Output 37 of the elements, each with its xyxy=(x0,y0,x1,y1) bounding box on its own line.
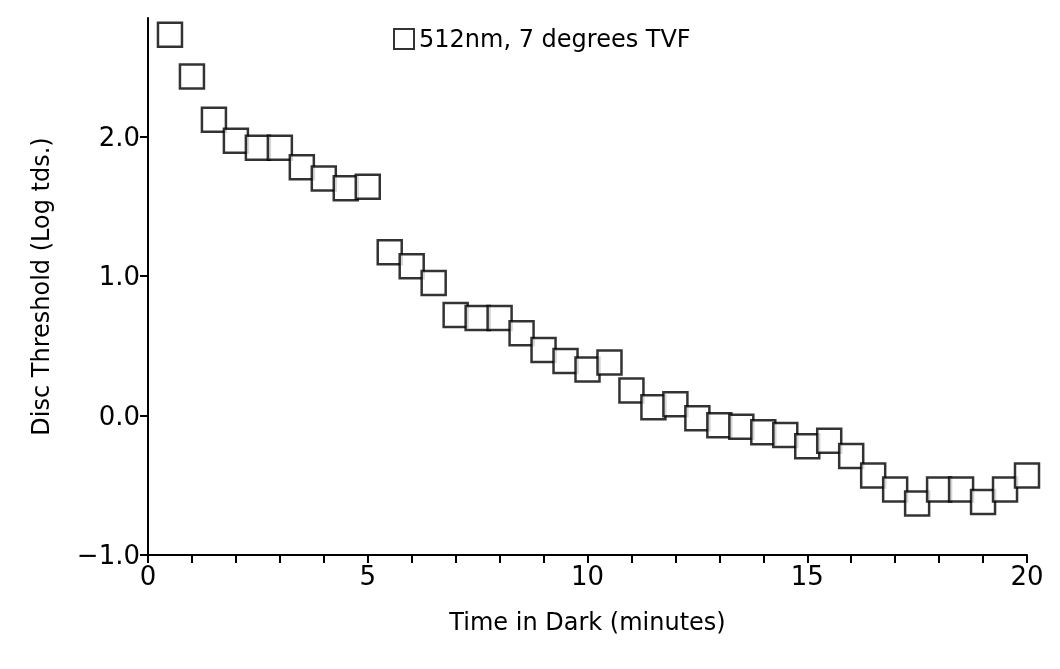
point xyxy=(596,349,623,376)
point xyxy=(200,106,228,134)
point xyxy=(618,377,645,404)
y-tick-label: −1.0 xyxy=(76,540,140,570)
point xyxy=(420,269,447,297)
y-axis-title: Disc Threshold (Log tds.) xyxy=(27,137,55,436)
x-tick-label: 15 xyxy=(790,561,824,591)
point xyxy=(772,421,799,449)
point xyxy=(376,239,403,266)
point xyxy=(310,165,338,192)
y-tick-label: 0.0 xyxy=(98,400,140,431)
point xyxy=(662,391,689,418)
point xyxy=(398,253,425,280)
point xyxy=(156,21,184,48)
point xyxy=(530,336,557,364)
x-tick-label: 20 xyxy=(1010,561,1044,591)
point xyxy=(837,442,865,470)
x-axis-title: Time in Dark (minutes) xyxy=(448,608,726,636)
point xyxy=(266,134,294,161)
x-tick-label: 10 xyxy=(570,561,605,591)
y-tick-label: 2.0 xyxy=(98,121,140,152)
point xyxy=(881,476,909,503)
point xyxy=(354,173,381,201)
point xyxy=(859,462,887,489)
point xyxy=(178,63,206,90)
x-tick-label: 5 xyxy=(359,561,377,591)
point xyxy=(684,405,711,432)
point xyxy=(1013,462,1041,489)
point xyxy=(508,319,535,347)
y-tick-label: 1.0 xyxy=(98,261,140,292)
point xyxy=(486,304,513,332)
legend-label: 512nm, 7 degrees TVF xyxy=(419,25,691,53)
point xyxy=(815,427,843,454)
point xyxy=(991,476,1019,503)
x-tick-label: 0 xyxy=(139,561,157,591)
point xyxy=(947,476,975,503)
point xyxy=(903,490,931,517)
